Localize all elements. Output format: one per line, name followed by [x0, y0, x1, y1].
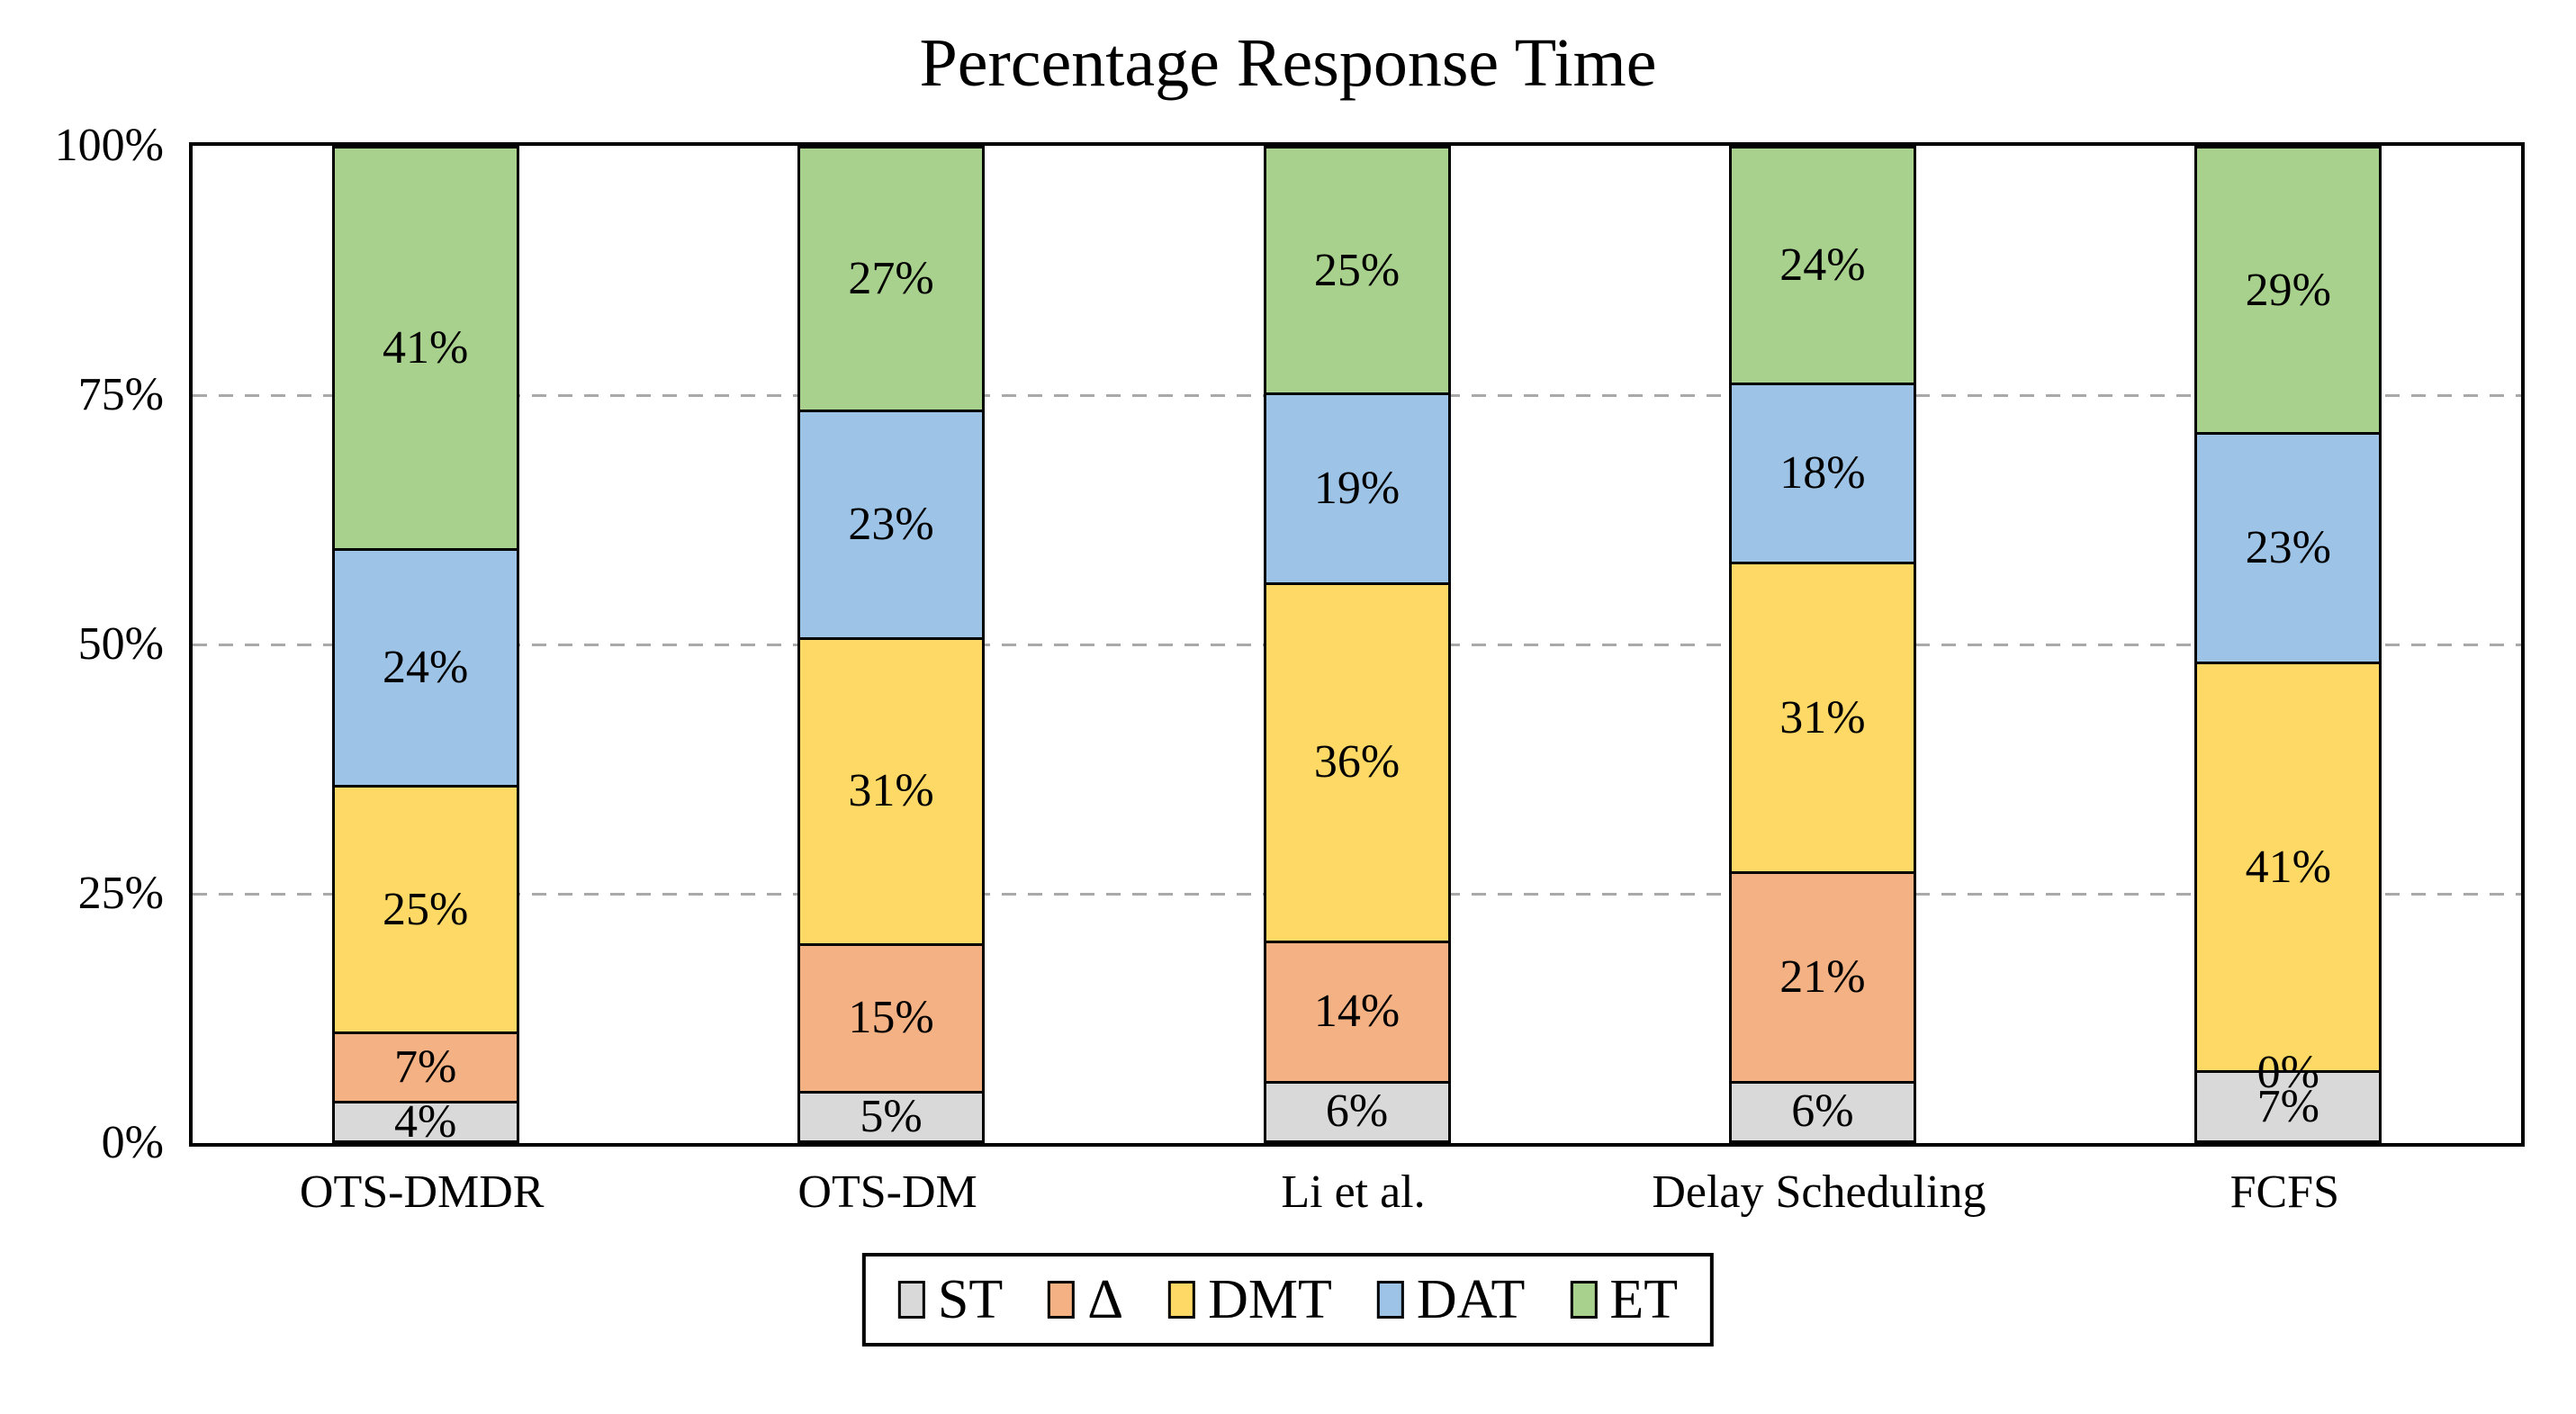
- chart-title: Percentage Response Time: [919, 25, 1657, 101]
- bar-segment: 25%: [331, 785, 519, 1035]
- segment-data-label: 27%: [848, 253, 934, 305]
- bar-segment: 23%: [2194, 432, 2382, 665]
- segment-data-label: 5%: [860, 1091, 923, 1143]
- segment-data-label: 24%: [383, 641, 469, 693]
- bar-segment: 19%: [1263, 392, 1451, 585]
- legend-item: ET: [1570, 1269, 1678, 1330]
- legend-swatch: [1570, 1281, 1598, 1319]
- bar-segment: 27%: [797, 146, 986, 413]
- legend-item: Δ: [1048, 1269, 1123, 1330]
- bar-segment: 29%: [2194, 146, 2382, 436]
- segment-data-label: 0%: [2256, 1047, 2319, 1099]
- legend-label: ET: [1609, 1269, 1679, 1330]
- y-tick-label: 50%: [77, 618, 164, 670]
- segment-data-label: 31%: [848, 765, 934, 817]
- bar-segment: 18%: [1728, 382, 1916, 565]
- segment-data-label: 4%: [394, 1095, 457, 1148]
- segment-data-label: 31%: [1779, 691, 1866, 743]
- bar-segment: 7%: [2194, 1070, 2382, 1143]
- bar-segment: 5%: [797, 1091, 986, 1143]
- bar-segment: 24%: [1728, 146, 1916, 385]
- bar-segment: 21%: [1728, 870, 1916, 1084]
- segment-data-label: 25%: [1313, 244, 1401, 296]
- legend-label: DMT: [1208, 1269, 1332, 1330]
- bar-segment: 31%: [1728, 562, 1916, 874]
- y-tick-label: 0%: [101, 1117, 164, 1168]
- segment-data-label: 19%: [1313, 462, 1401, 514]
- legend-item: ST: [897, 1269, 1004, 1330]
- plot-area: 4% 7% 25% 24% 41% 5% 15% 31% 23% 27% 6% 14% 36% 19% 25…: [189, 142, 2525, 1147]
- legend-label: Δ: [1087, 1269, 1124, 1330]
- y-tick-label: 100%: [54, 120, 164, 171]
- y-tick-label: 75%: [77, 369, 164, 420]
- segment-data-label: 23%: [2245, 522, 2331, 574]
- legend-label: ST: [937, 1269, 1004, 1330]
- x-axis: OTS-DMDR OTS-DM Li et al. Delay Scheduling F…: [0, 1163, 2576, 1228]
- segment-data-label: 15%: [848, 992, 934, 1044]
- bar-segment: 31%: [797, 636, 986, 946]
- bar: 6% 21% 31% 18% 24%: [1728, 146, 1916, 1143]
- bar-segment: 23%: [797, 410, 986, 640]
- legend-swatch: [1376, 1281, 1404, 1319]
- legend-item: DMT: [1168, 1269, 1332, 1330]
- segment-data-label: 41%: [2245, 841, 2331, 893]
- segment-data-label: 6%: [1791, 1085, 1854, 1138]
- x-tick-label: Delay Scheduling: [1652, 1166, 1986, 1218]
- bar: 6% 14% 36% 19% 25%: [1263, 146, 1451, 1143]
- bar: 5% 15% 31% 23% 27%: [797, 146, 986, 1143]
- bar-segment: 15%: [797, 942, 986, 1094]
- bar-segment: 25%: [1263, 146, 1451, 395]
- segment-data-label: 36%: [1313, 736, 1401, 788]
- bar-segment: 41%: [2194, 662, 2382, 1074]
- x-tick-label: OTS-DMDR: [299, 1166, 545, 1218]
- legend: ST Δ DMT DAT ET: [861, 1253, 1715, 1346]
- bar-segment: 36%: [1263, 581, 1451, 944]
- segment-data-label: 21%: [1779, 950, 1866, 1003]
- x-tick-label: Li et al.: [1281, 1166, 1426, 1218]
- segment-data-label: 23%: [848, 498, 934, 550]
- x-tick-label: OTS-DM: [797, 1166, 977, 1218]
- segment-data-label: 7%: [394, 1041, 457, 1094]
- bar-segment: 4%: [331, 1095, 519, 1148]
- legend-swatch: [897, 1281, 925, 1319]
- segment-data-label: 29%: [2245, 264, 2331, 316]
- segment-data-label: 24%: [1779, 239, 1866, 291]
- bar-segment: 14%: [1263, 941, 1451, 1084]
- x-tick-label: FCFS: [2229, 1166, 2340, 1218]
- legend-item: DAT: [1376, 1269, 1526, 1330]
- bar-segment: 41%: [331, 146, 519, 551]
- legend-swatch: [1168, 1281, 1196, 1319]
- segment-data-label: 7%: [2256, 1080, 2319, 1132]
- bar-segment: 6%: [1263, 1080, 1451, 1143]
- legend-label: DAT: [1416, 1269, 1526, 1330]
- bar: 4% 7% 25% 24% 41%: [331, 146, 519, 1148]
- legend-swatch: [1048, 1281, 1076, 1319]
- segment-data-label: 6%: [1325, 1085, 1389, 1138]
- y-tick-label: 25%: [77, 868, 164, 919]
- bar-segment: 7%: [331, 1031, 519, 1104]
- bar-segment: 6%: [1728, 1080, 1916, 1143]
- segment-data-label: 25%: [383, 883, 469, 935]
- bar-segment: 24%: [331, 547, 519, 788]
- segment-data-label: 18%: [1779, 447, 1866, 500]
- segment-data-label: 41%: [383, 321, 469, 374]
- bar: 7% 0% 41% 23% 29%: [2194, 146, 2382, 1143]
- segment-data-label: 14%: [1313, 986, 1401, 1038]
